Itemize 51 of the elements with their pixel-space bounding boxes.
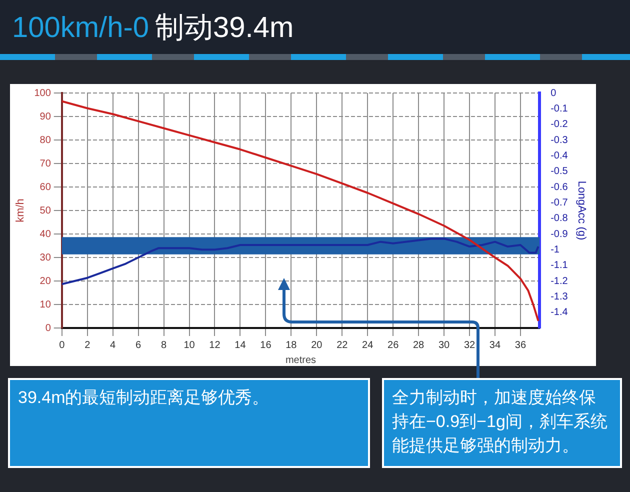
y-tick-label: 50	[40, 205, 52, 216]
x-tick-label: 34	[489, 340, 501, 351]
y-tick-label: 40	[40, 228, 52, 240]
chart-title: 100km/h-0 制动39.4m	[12, 12, 294, 44]
x-tick-label: 4	[110, 340, 116, 351]
y2-tick-label: -1	[550, 244, 560, 256]
x-tick-label: 22	[336, 340, 348, 351]
y-tick-label: 80	[40, 134, 52, 146]
y-tick-label: 70	[40, 158, 52, 170]
y2-tick-label: -1.1	[550, 260, 568, 272]
y2-tick-label: 0	[550, 88, 557, 99]
y-tick-label: 100	[34, 88, 52, 99]
x-tick-label: 30	[438, 340, 450, 351]
x-tick-label: 28	[412, 340, 425, 351]
y2-tick-label: -0.3	[550, 134, 568, 146]
y-tick-label: 10	[40, 299, 52, 310]
y2-tick-label: -0.2	[550, 119, 568, 130]
y2-tick-label: -0.8	[550, 213, 568, 224]
y2-tick-label: -0.4	[550, 150, 568, 162]
y-tick-label: 60	[40, 182, 52, 193]
y-tick-label: 20	[40, 276, 52, 287]
x-tick-label: 0	[59, 340, 66, 351]
y2-tick-label: -0.9	[550, 228, 568, 240]
x-tick-label: 18	[286, 340, 298, 351]
y2-axis-title: LongAcc (g)	[575, 180, 588, 240]
y-tick-label: 30	[40, 252, 52, 264]
x-tick-label: 12	[209, 340, 221, 351]
y-tick-label: 0	[45, 322, 52, 334]
y2-tick-label: -1.4	[550, 307, 568, 318]
x-tick-label: 10	[184, 340, 196, 351]
y2-tick-label: -0.1	[550, 103, 568, 114]
x-axis-title: metres	[285, 354, 316, 366]
x-tick-label: 20	[311, 340, 323, 351]
x-tick-label: 14	[234, 340, 246, 351]
x-tick-label: 32	[464, 340, 476, 351]
x-tick-label: 2	[84, 340, 91, 351]
x-tick-label: 36	[514, 340, 526, 351]
y-axis-title: km/h	[14, 198, 27, 222]
x-tick-label: 26	[388, 340, 400, 351]
x-tick-label: 24	[362, 340, 374, 351]
y2-tick-label: -1.2	[550, 276, 568, 287]
y2-tick-label: -1.3	[550, 291, 568, 302]
y2-tick-label: -0.7	[550, 197, 568, 208]
y2-tick-label: -0.5	[550, 166, 568, 178]
x-tick-label: 16	[260, 340, 272, 351]
text: 全力制动时，加速度始终保持在−0.9到−1g间，刹车系统能提供足够强的制动力。	[382, 378, 622, 468]
text: 39.4m的最短制动距离足够优秀。	[8, 378, 370, 468]
y2-tick-label: -0.6	[550, 182, 568, 193]
y-tick-label: 90	[40, 111, 52, 122]
x-tick-label: 6	[136, 340, 142, 351]
x-tick-label: 8	[161, 340, 168, 351]
